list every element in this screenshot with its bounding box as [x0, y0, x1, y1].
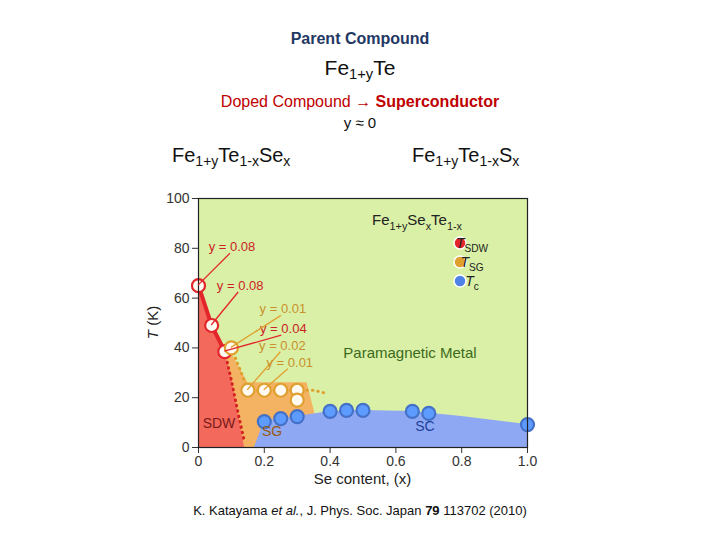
svg-text:SG: SG [262, 423, 282, 439]
html-text:y ≈ 0: y ≈ 0 [343, 114, 377, 131]
svg-text:80: 80 [174, 240, 190, 256]
svg-text:0.2: 0.2 [255, 453, 275, 469]
svg-text:y = 0.01: y = 0.01 [260, 301, 307, 316]
svg-text:TSG: TSG [460, 254, 483, 273]
svg-text:1.0: 1.0 [518, 453, 538, 469]
svg-text:y = 0.08: y = 0.08 [209, 239, 256, 254]
svg-text:y = 0.02: y = 0.02 [259, 338, 306, 353]
svg-text:y = 0.08: y = 0.08 [217, 278, 264, 293]
svg-text:SDW: SDW [203, 415, 236, 431]
svg-text:0.4: 0.4 [320, 453, 340, 469]
svg-text:100: 100 [166, 190, 190, 206]
svg-text:20: 20 [174, 389, 190, 405]
svg-text:y = 0.01: y = 0.01 [266, 355, 313, 370]
svg-text:40: 40 [174, 339, 190, 355]
html-text:Fe1+yTe1-xSx: Fe1+yTe1-xSx [412, 144, 520, 169]
html-text:Fe1+yTe: Fe1+yTe [324, 56, 396, 82]
svg-text:TSDW: TSDW [456, 235, 489, 254]
svg-text:Se content, (x): Se content, (x) [314, 470, 412, 487]
svg-text:60: 60 [174, 290, 190, 306]
svg-text:y = 0.04: y = 0.04 [260, 321, 307, 336]
svg-text:SC: SC [415, 418, 434, 434]
svg-text:0.8: 0.8 [452, 453, 472, 469]
svg-text:Tc: Tc [465, 273, 479, 292]
html-text:K. Katayama et al., J. Phys. S: K. Katayama et al., J. Phys. Soc. Japan … [193, 503, 527, 518]
html-text:Parent Compound: Parent Compound [290, 30, 430, 47]
svg-text:Fe1+ySexTe1-x: Fe1+ySexTe1-x [372, 211, 462, 232]
html-text:Fe1+yTe1-xSex: Fe1+yTe1-xSex [172, 144, 291, 169]
html-text:Doped Compound → Superconducto: Doped Compound → Superconductor [220, 93, 500, 110]
svg-text:Paramagnetic Metal: Paramagnetic Metal [343, 344, 476, 361]
svg-text:0.6: 0.6 [386, 453, 406, 469]
svg-text:0: 0 [195, 453, 203, 469]
svg-text:T (K): T (K) [144, 306, 161, 339]
svg-text:0: 0 [182, 439, 190, 455]
